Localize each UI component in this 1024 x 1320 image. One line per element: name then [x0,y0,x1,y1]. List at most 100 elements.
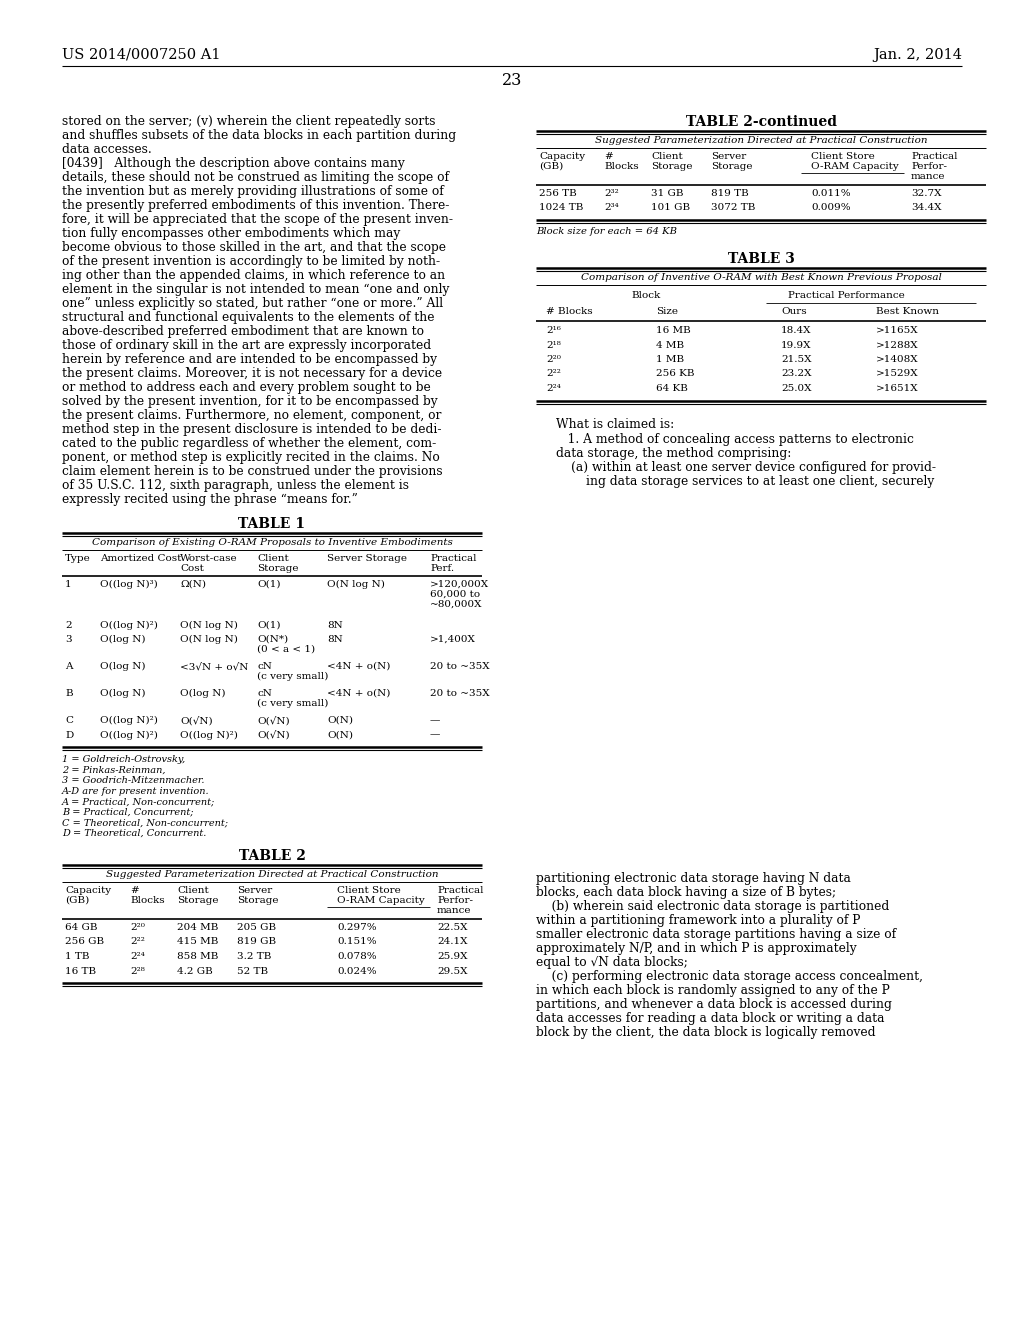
Text: 1. A method of concealing access patterns to electronic: 1. A method of concealing access pattern… [556,433,913,446]
Text: 2²⁴: 2²⁴ [546,384,561,393]
Text: D = Theoretical, Concurrent.: D = Theoretical, Concurrent. [62,829,207,837]
Text: [0439]   Although the description above contains many: [0439] Although the description above co… [62,157,404,170]
Text: What is claimed is:: What is claimed is: [556,418,674,432]
Text: data accesses.: data accesses. [62,143,152,156]
Text: 21.5X: 21.5X [781,355,811,364]
Text: 64 KB: 64 KB [656,384,688,393]
Text: Perf.: Perf. [430,564,454,573]
Text: Size: Size [656,308,678,315]
Text: Capacity: Capacity [65,886,112,895]
Text: B = Practical, Concurrent;: B = Practical, Concurrent; [62,808,194,817]
Text: >1,400X: >1,400X [430,635,476,644]
Text: expressly recited using the phrase “means for.”: expressly recited using the phrase “mean… [62,492,357,506]
Text: Client Store: Client Store [337,886,400,895]
Text: 8N: 8N [327,635,343,644]
Text: 60,000 to: 60,000 to [430,590,480,599]
Text: partitions, and whenever a data block is accessed during: partitions, and whenever a data block is… [536,998,892,1011]
Text: approximately N/P, and in which P is approximately: approximately N/P, and in which P is app… [536,942,857,954]
Text: O((log N)²): O((log N)²) [100,730,158,739]
Text: tion fully encompasses other embodiments which may: tion fully encompasses other embodiments… [62,227,400,240]
Text: 2¹⁶: 2¹⁶ [546,326,561,335]
Text: 19.9X: 19.9X [781,341,811,350]
Text: Type: Type [65,554,91,564]
Text: (0 < a < 1): (0 < a < 1) [257,645,315,653]
Text: D: D [65,730,74,739]
Text: or method to address each and every problem sought to be: or method to address each and every prob… [62,381,431,393]
Text: 2: 2 [65,620,72,630]
Text: Client: Client [257,554,289,564]
Text: 1: 1 [65,579,72,589]
Text: 3 = Goodrich-Mitzenmacher.: 3 = Goodrich-Mitzenmacher. [62,776,205,785]
Text: 34.4X: 34.4X [911,203,941,213]
Text: fore, it will be appreciated that the scope of the present inven-: fore, it will be appreciated that the sc… [62,213,453,226]
Text: Server: Server [711,152,746,161]
Text: become obvious to those skilled in the art, and that the scope: become obvious to those skilled in the a… [62,242,446,253]
Text: Storage: Storage [257,564,299,573]
Text: Server Storage: Server Storage [327,554,407,564]
Text: method step in the present disclosure is intended to be dedi-: method step in the present disclosure is… [62,422,441,436]
Text: 819 TB: 819 TB [711,189,749,198]
Text: data accesses for reading a data block or writing a data: data accesses for reading a data block o… [536,1012,885,1026]
Text: claim element herein is to be construed under the provisions: claim element herein is to be construed … [62,465,442,478]
Text: (c very small): (c very small) [257,700,329,708]
Text: those of ordinary skill in the art are expressly incorporated: those of ordinary skill in the art are e… [62,339,431,352]
Text: <3√N + o√N: <3√N + o√N [180,663,249,671]
Text: 25.0X: 25.0X [781,384,811,393]
Text: Block size for each = 64 KB: Block size for each = 64 KB [536,227,677,236]
Text: Perfor-: Perfor- [437,896,473,906]
Text: O((log N)³): O((log N)³) [100,579,158,589]
Text: 0.009%: 0.009% [811,203,851,213]
Text: 31 GB: 31 GB [651,189,683,198]
Text: 4.2 GB: 4.2 GB [177,966,213,975]
Text: 204 MB: 204 MB [177,923,218,932]
Text: 3: 3 [65,635,72,644]
Text: Ω(N): Ω(N) [180,579,206,589]
Text: 0.297%: 0.297% [337,923,377,932]
Text: Practical Performance: Practical Performance [787,290,904,300]
Text: 0.151%: 0.151% [337,937,377,946]
Text: O(1): O(1) [257,620,281,630]
Text: O(N*): O(N*) [257,635,288,644]
Text: US 2014/0007250 A1: US 2014/0007250 A1 [62,48,220,62]
Text: the present claims. Moreover, it is not necessary for a device: the present claims. Moreover, it is not … [62,367,442,380]
Text: partitioning electronic data storage having N data: partitioning electronic data storage hav… [536,873,851,884]
Text: Storage: Storage [711,162,753,172]
Text: blocks, each data block having a size of B bytes;: blocks, each data block having a size of… [536,886,837,899]
Text: B: B [65,689,73,698]
Text: 23.2X: 23.2X [781,370,811,379]
Text: TABLE 2: TABLE 2 [239,849,305,863]
Text: O(√N): O(√N) [180,715,213,726]
Text: >1651X: >1651X [876,384,919,393]
Text: (GB): (GB) [65,896,89,906]
Text: >1165X: >1165X [876,326,919,335]
Text: ~80,000X: ~80,000X [430,601,482,609]
Text: one” unless explicitly so stated, but rather “one or more.” All: one” unless explicitly so stated, but ra… [62,297,443,310]
Text: Client Store: Client Store [811,152,874,161]
Text: O(log N): O(log N) [100,689,145,698]
Text: 2²⁰: 2²⁰ [546,355,561,364]
Text: Comparison of Inventive O-RAM with Best Known Previous Proposal: Comparison of Inventive O-RAM with Best … [581,273,941,282]
Text: O(N log N): O(N log N) [180,620,238,630]
Text: 64 GB: 64 GB [65,923,97,932]
Text: herein by reference and are intended to be encompassed by: herein by reference and are intended to … [62,352,437,366]
Text: O((log N)²): O((log N)²) [100,620,158,630]
Text: cated to the public regardless of whether the element, com-: cated to the public regardless of whethe… [62,437,436,450]
Text: 205 GB: 205 GB [237,923,276,932]
Text: above-described preferred embodiment that are known to: above-described preferred embodiment tha… [62,325,424,338]
Text: (c very small): (c very small) [257,672,329,681]
Text: 0.024%: 0.024% [337,966,377,975]
Text: of the present invention is accordingly to be limited by noth-: of the present invention is accordingly … [62,255,440,268]
Text: C: C [65,715,73,725]
Text: 52 TB: 52 TB [237,966,268,975]
Text: O(N log N): O(N log N) [327,579,385,589]
Text: Storage: Storage [237,896,279,906]
Text: 22.5X: 22.5X [437,923,468,932]
Text: 2²⁰: 2²⁰ [130,923,144,932]
Text: 2²⁸: 2²⁸ [130,966,144,975]
Text: #: # [604,152,612,161]
Text: 2¹⁸: 2¹⁸ [546,341,561,350]
Text: Suggested Parameterization Directed at Practical Construction: Suggested Parameterization Directed at P… [105,870,438,879]
Text: O(log N): O(log N) [100,635,145,644]
Text: O(1): O(1) [257,579,281,589]
Text: Blocks: Blocks [130,896,165,906]
